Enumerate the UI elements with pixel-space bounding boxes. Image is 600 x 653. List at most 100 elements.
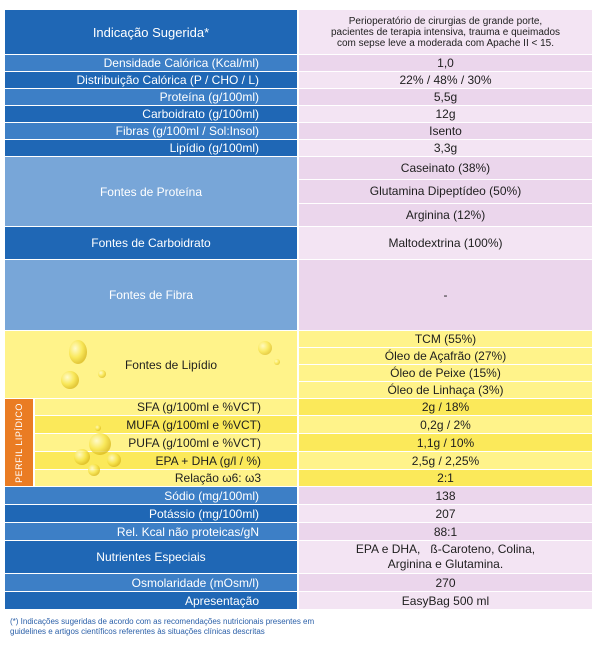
label-epa-dha: EPA + DHA (g/l / %) — [35, 452, 297, 469]
value-fibras-text: Isento — [429, 124, 462, 138]
value-fibras: Isento — [299, 123, 592, 139]
label-fontes-proteina: Fontes de Proteína — [5, 157, 297, 226]
fonte-lipidio-item: Óleo de Linhaça (3%) — [387, 383, 504, 397]
indicacao-line-1: Perioperatório de cirurgias de grande po… — [348, 15, 543, 27]
indicacao-line-2: pacientes de terapia intensiva, trauma e… — [330, 26, 561, 38]
label-pufa-text: PUFA (g/100ml e %VCT) — [128, 435, 261, 450]
value-relacao-text: 2:1 — [437, 471, 454, 485]
label-densidade: Densidade Calórica (Kcal/ml) — [5, 55, 297, 71]
label-apresentacao: Apresentação — [5, 592, 297, 609]
value-carboidrato-text: 12g — [435, 107, 456, 121]
label-fontes-fibra-text: Fontes de Fibra — [108, 288, 194, 302]
value-sodio-text: 138 — [435, 488, 456, 503]
label-relacao: Relação ω6: ω3 — [35, 470, 297, 486]
value-osmolaridade: 270 — [299, 574, 592, 591]
label-apresentacao-text: Apresentação — [184, 593, 259, 608]
footnote: (*) Indicações sugeridas de acordo com a… — [10, 617, 315, 636]
label-sodio: Sódio (mg/100ml) — [5, 487, 297, 504]
label-proteina: Proteína (g/100ml) — [5, 89, 297, 105]
label-rel-kcal-text: Rel. Kcal não proteicas/gN — [116, 524, 259, 539]
label-mufa-text: MUFA (g/100ml e %VCT) — [126, 417, 261, 432]
fonte-lipidio-item: Óleo de Peixe (15%) — [299, 365, 592, 382]
value-mufa-text: 0,2g / 2% — [420, 417, 471, 432]
value-fontes-carboidrato: Maltodextrina (100%) — [299, 227, 592, 259]
label-sfa: SFA (g/100ml e %VCT) — [35, 399, 297, 415]
value-lipidio-text: 3,3g — [433, 141, 458, 155]
value-carboidrato: 12g — [299, 106, 592, 122]
fonte-lipidio-item: TCM (55%) — [299, 331, 592, 348]
value-lipidio: 3,3g — [299, 140, 592, 156]
value-proteina-text: 5,5g — [433, 90, 458, 104]
label-fontes-carboidrato: Fontes de Carboidrato — [5, 227, 297, 259]
label-fontes-lipidio: Fontes de Lipídio — [5, 331, 297, 398]
value-distribuicao: 22% / 48% / 30% — [299, 72, 592, 88]
label-sodio-text: Sódio (mg/100ml) — [164, 488, 259, 503]
value-rel-kcal: 88:1 — [299, 523, 592, 540]
fonte-proteina-item: Arginina (12%) — [405, 207, 486, 222]
value-proteina: 5,5g — [299, 89, 592, 105]
value-apresentacao: EasyBag 500 ml — [299, 592, 592, 609]
value-potassio-text: 207 — [435, 506, 456, 521]
value-mufa: 0,2g / 2% — [299, 416, 592, 433]
label-osmolaridade-text: Osmolaridade (mOsm/l) — [131, 575, 259, 590]
label-carboidrato-text: Carboidrato (g/100ml) — [142, 107, 259, 121]
value-osmolaridade-text: 270 — [435, 575, 456, 590]
value-fontes-carboidrato-text: Maltodextrina (100%) — [388, 236, 503, 250]
label-indicacao-text: Indicação Sugerida* — [92, 24, 210, 40]
label-mufa: MUFA (g/100ml e %VCT) — [35, 416, 297, 433]
fonte-proteina-item: Caseinato (38%) — [299, 157, 592, 181]
label-lipidio: Lipídio (g/100ml) — [5, 140, 297, 156]
value-sfa: 2g / 18% — [299, 399, 592, 415]
label-epa-dha-text: EPA + DHA (g/l / %) — [155, 453, 261, 468]
value-relacao: 2:1 — [299, 470, 592, 486]
value-apresentacao-text: EasyBag 500 ml — [401, 593, 490, 608]
label-fibras: Fibras (g/100ml / Sol:Insol) — [5, 123, 297, 139]
label-indicacao: Indicação Sugerida* — [5, 10, 297, 54]
value-distribuicao-text: 22% / 48% / 30% — [399, 73, 492, 87]
value-sfa-text: 2g / 18% — [421, 400, 470, 414]
value-rel-kcal-text: 88:1 — [433, 524, 458, 539]
label-pufa: PUFA (g/100ml e %VCT) — [35, 434, 297, 451]
fonte-proteina-item: Glutamina Dipeptídeo (50%) — [299, 180, 592, 204]
value-pufa: 1,1g / 10% — [299, 434, 592, 451]
label-potassio: Potássio (mg/100ml) — [5, 505, 297, 522]
label-lipidio-text: Lipídio (g/100ml) — [169, 141, 259, 155]
label-nutrientes: Nutrientes Especiais — [5, 541, 297, 573]
perfil-lipidico-tag: PERFIL LIPÍDICO — [5, 399, 33, 486]
value-sodio: 138 — [299, 487, 592, 504]
fonte-lipidio-item: Óleo de Açafrão (27%) — [299, 348, 592, 365]
nutrientes-line-1: EPA e DHA, ß-Caroteno, Colina, — [355, 542, 536, 556]
value-densidade: 1,0 — [299, 55, 592, 71]
label-potassio-text: Potássio (mg/100ml) — [148, 506, 259, 521]
value-pufa-text: 1,1g / 10% — [416, 435, 475, 450]
label-carboidrato: Carboidrato (g/100ml) — [5, 106, 297, 122]
value-indicacao: Perioperatório de cirurgias de grande po… — [299, 10, 592, 54]
perfil-lipidico-text: PERFIL LIPÍDICO — [14, 402, 24, 483]
label-proteina-text: Proteína (g/100ml) — [159, 90, 259, 104]
label-distribuicao-text: Distribuição Calórica (P / CHO / L) — [76, 73, 260, 87]
value-epa-dha-text: 2,5g / 2,25% — [411, 453, 480, 468]
value-potassio: 207 — [299, 505, 592, 522]
label-sfa-text: SFA (g/100ml e %VCT) — [136, 400, 261, 414]
label-rel-kcal: Rel. Kcal não proteicas/gN — [5, 523, 297, 540]
label-fontes-carboidrato-text: Fontes de Carboidrato — [91, 236, 211, 250]
label-osmolaridade: Osmolaridade (mOsm/l) — [5, 574, 297, 591]
label-fontes-proteina-text: Fontes de Proteína — [99, 184, 203, 199]
nutrientes-line-2: Arginina e Glutamina. — [387, 557, 504, 571]
label-densidade-text: Densidade Calórica (Kcal/ml) — [103, 56, 259, 70]
value-fontes-lipidio: TCM (55%) Óleo de Açafrão (27%) Óleo de … — [299, 331, 592, 398]
value-fontes-fibra: - — [299, 260, 592, 330]
label-distribuicao: Distribuição Calórica (P / CHO / L) — [5, 72, 297, 88]
label-fontes-lipidio-text: Fontes de Lipídio — [124, 357, 218, 372]
value-fontes-fibra-text: - — [443, 288, 448, 302]
value-fontes-proteina: Caseinato (38%) Glutamina Dipeptídeo (50… — [299, 157, 592, 226]
indicacao-line-3: com sepse leve a moderada com Apache II … — [336, 37, 555, 49]
label-nutrientes-text: Nutrientes Especiais — [96, 550, 206, 564]
value-nutrientes: EPA e DHA, ß-Caroteno, Colina, Arginina … — [299, 541, 592, 573]
label-fibras-text: Fibras (g/100ml / Sol:Insol) — [115, 124, 259, 138]
value-epa-dha: 2,5g / 2,25% — [299, 452, 592, 469]
label-relacao-text: Relação ω6: ω3 — [174, 471, 261, 485]
value-densidade-text: 1,0 — [437, 56, 454, 70]
label-fontes-fibra: Fontes de Fibra — [5, 260, 297, 330]
